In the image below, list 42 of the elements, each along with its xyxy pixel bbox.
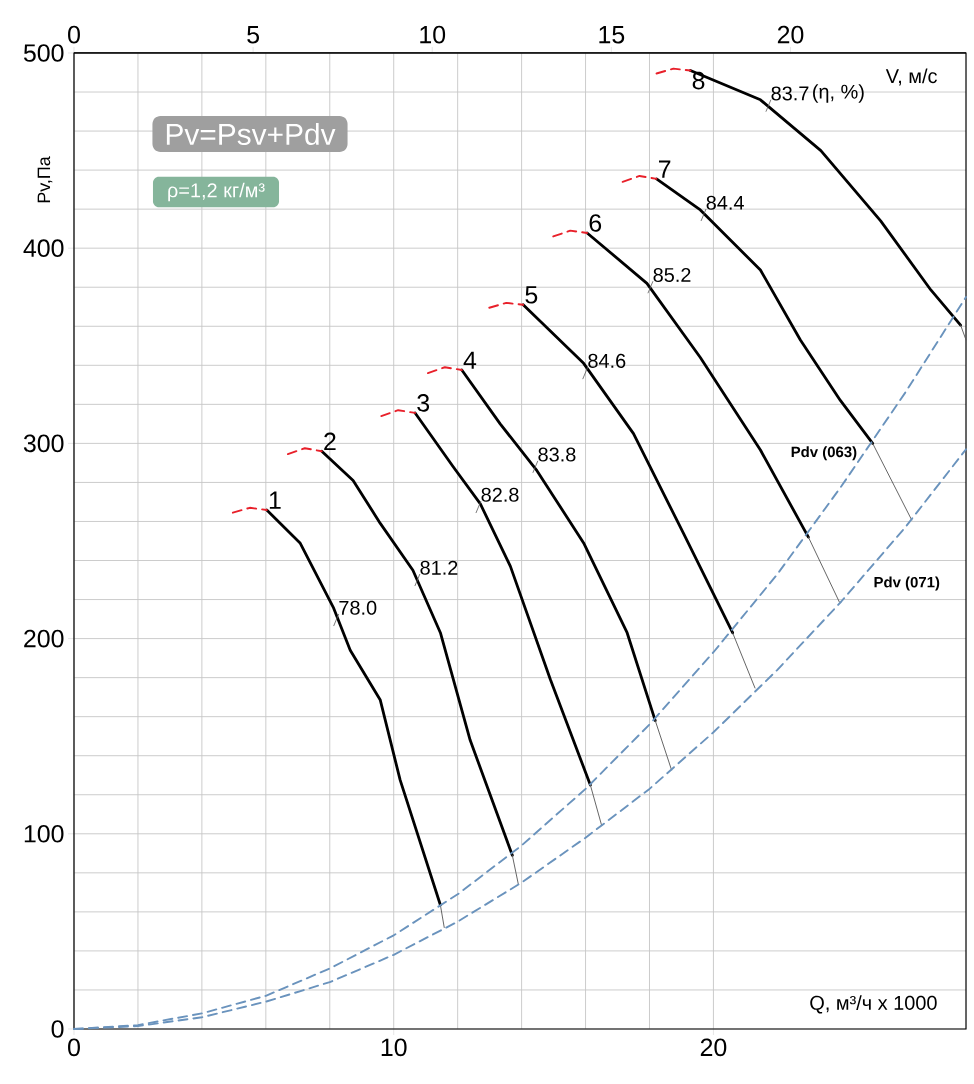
y-axis-title: Pv,Па [37,156,53,203]
y-tick-label: 200 [24,629,64,648]
annotation: 81.2 [420,560,458,575]
series-label: 1 [269,491,281,509]
x-axis-title: Q, м³/ч x 1000 [810,995,937,1014]
series-label: 2 [324,432,336,450]
series-label: 6 [589,214,602,232]
y-tick-label: 500 [23,44,64,62]
y-tick-label: 100 [24,824,64,843]
annotation: 83.8 [538,447,576,462]
y-tick-label: 0 [51,1020,64,1038]
annotation: (η, %) [813,84,864,103]
x2-tick-label: 0 [68,25,80,44]
x2-tick-label: 15 [599,26,625,44]
annotation: 84.4 [706,195,744,210]
x-tick-label: 0 [68,1038,80,1057]
annotation: 82.8 [481,487,519,502]
annotation: 84.6 [588,353,626,368]
line-series [521,303,735,635]
annotation: ρ=1,2 кг/м³ [168,182,265,202]
y-tick-label: 300 [23,434,64,453]
series-label: 4 [463,351,477,369]
x2-tick-label: 20 [777,25,804,44]
series-label: 3 [417,394,430,412]
series-label: Pdv (071) [874,576,940,591]
x2-tick-label: 10 [420,25,446,44]
line-series [689,69,962,327]
x2-tick-label: 5 [247,26,259,44]
annotation: 83.7 [771,86,809,101]
series-label: 5 [525,286,538,304]
line-series [460,368,657,722]
annotation: Pv=Psv+Pdv [166,123,336,145]
line-series [655,177,875,445]
y-tick-label: 400 [23,239,64,258]
x2-axis-title: V, м/с [885,68,937,86]
series-label: Pdv (063) [791,446,857,461]
annotation: 85.2 [653,267,691,283]
annotation: 78.0 [339,600,377,615]
x-tick-label: 10 [381,1038,407,1057]
x-tick-label: 20 [700,1038,727,1057]
series-label: 7 [659,160,671,178]
line-series [413,411,592,787]
